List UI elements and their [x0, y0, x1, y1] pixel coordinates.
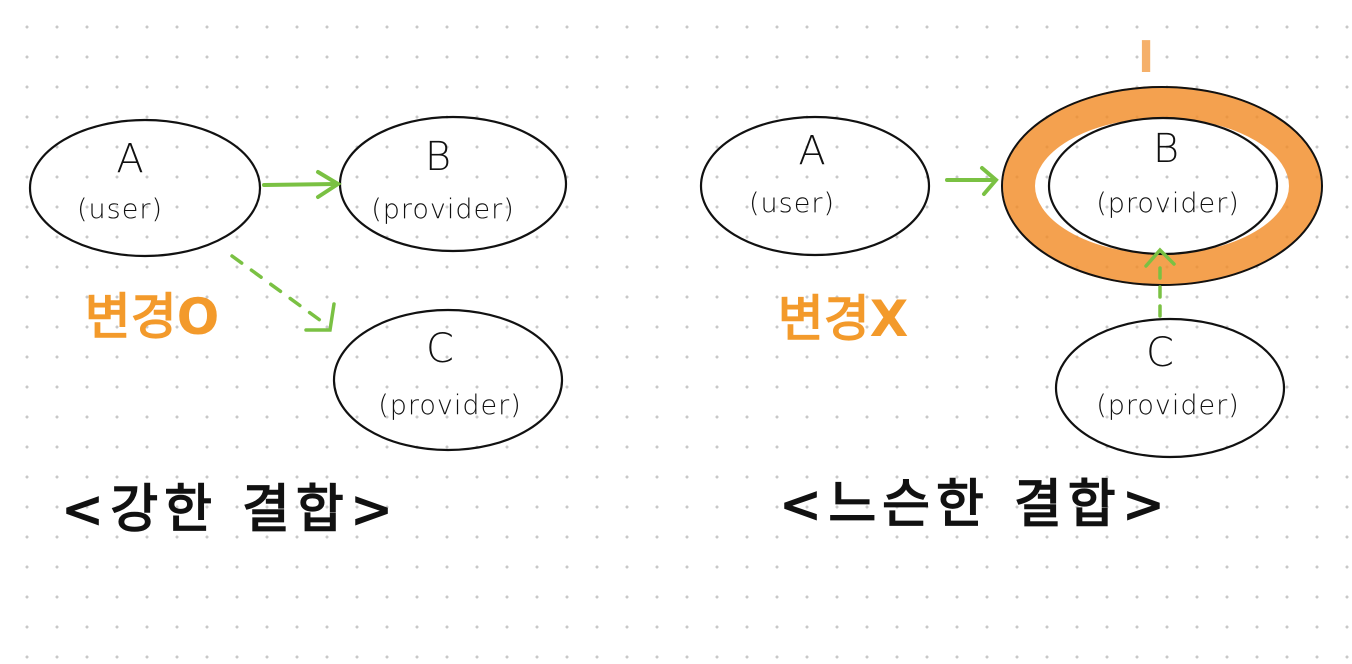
left-arrow-a-to-b [262, 170, 342, 199]
right-node-b-role: (provider) [1096, 188, 1240, 219]
left-note-change-required: 변경O [85, 288, 220, 346]
left-node-a: A (user) [28, 118, 262, 258]
interface-label: I [1138, 32, 1154, 83]
right-node-c-letter: C [1146, 330, 1174, 376]
right-node-c-role: (provider) [1096, 390, 1240, 421]
left-arrow-a-to-c-dashed [230, 254, 336, 332]
right-node-a-role: (user) [749, 188, 835, 219]
left-node-c-ellipse [332, 308, 564, 452]
right-node-a-ellipse [699, 115, 931, 257]
left-node-b-role: (provider) [371, 194, 515, 225]
right-caption: <느슨한 결합> [779, 475, 1171, 535]
right-node-b: B (provider) [1047, 116, 1279, 256]
left-node-c-letter: C [426, 326, 454, 372]
right-note-no-change: 변경X [778, 290, 909, 348]
interface-ring [1003, 86, 1321, 286]
left-node-b-letter: B [425, 134, 451, 180]
left-node-b-ellipse [338, 115, 568, 253]
right-node-c: C (provider) [1054, 317, 1286, 459]
right-node-b-letter: B [1153, 126, 1179, 172]
tight-coupling-diagram: A (user) B (provider) C (provider) 변경O [28, 115, 568, 540]
left-caption: <강한 결합> [61, 480, 400, 540]
left-node-c: C (provider) [332, 308, 564, 452]
right-node-a: A (user) [699, 115, 931, 257]
left-node-b: B (provider) [338, 115, 568, 253]
left-node-a-letter: A [116, 136, 143, 182]
right-node-c-ellipse [1054, 317, 1286, 459]
right-arrow-c-to-interface-dashed [1144, 247, 1176, 318]
right-arrow-a-to-interface [945, 166, 999, 196]
left-node-c-role: (provider) [378, 390, 522, 421]
left-node-a-ellipse [28, 118, 262, 258]
interface-ring-outline [1001, 86, 1323, 286]
left-node-a-role: (user) [77, 194, 163, 225]
right-node-a-letter: A [798, 128, 825, 174]
loose-coupling-diagram: I A (user) B (provider) C (provider) [699, 32, 1323, 535]
